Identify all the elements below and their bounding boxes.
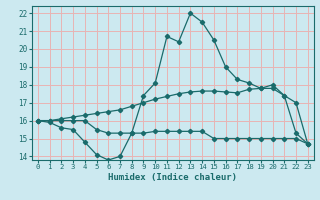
X-axis label: Humidex (Indice chaleur): Humidex (Indice chaleur): [108, 173, 237, 182]
